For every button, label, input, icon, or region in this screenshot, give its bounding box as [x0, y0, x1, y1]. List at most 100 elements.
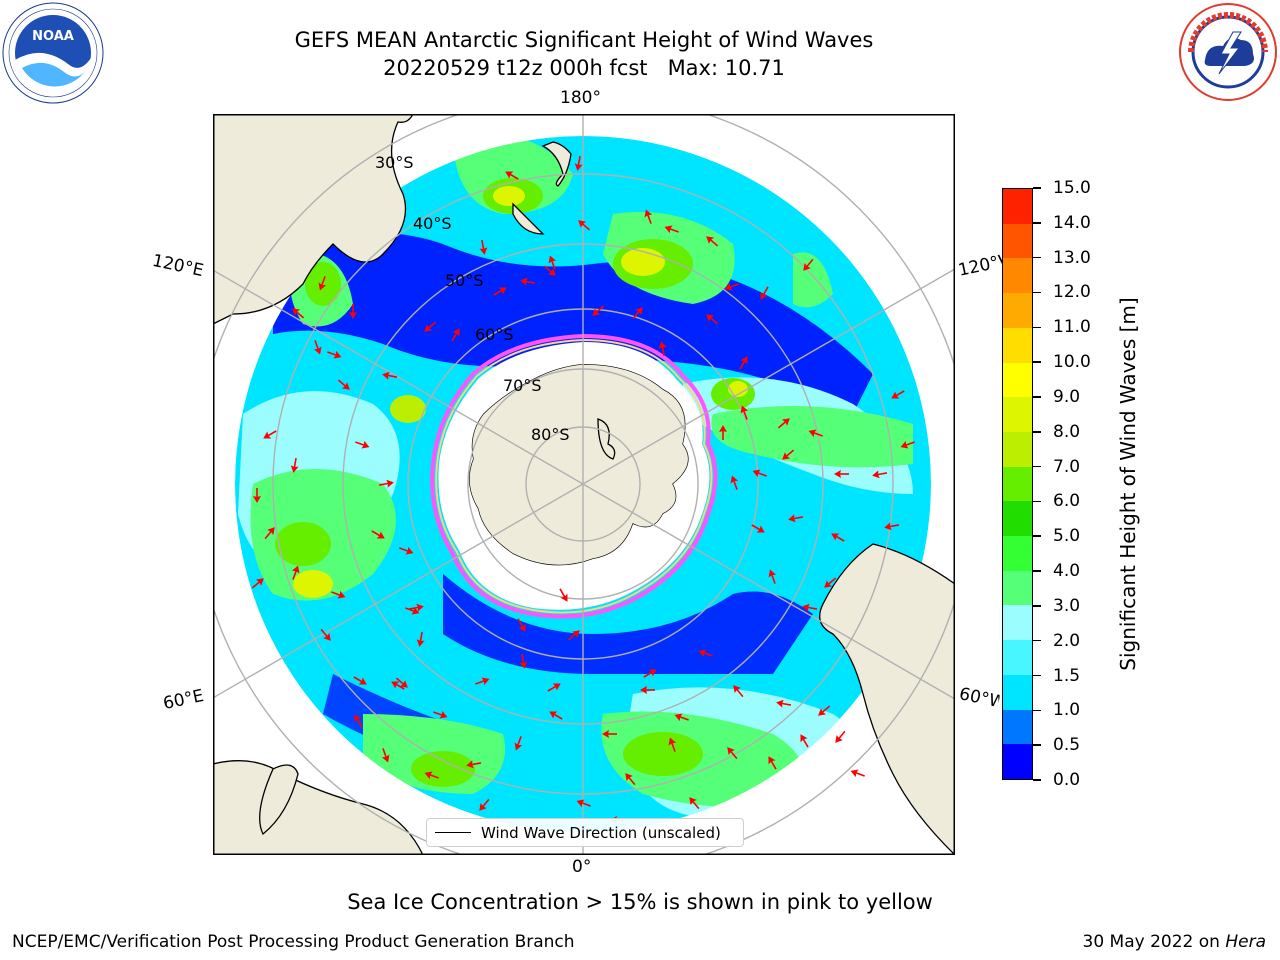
wave-arrow	[349, 304, 357, 319]
wave-arrow	[900, 440, 915, 449]
credit-line: NCEP/EMC/Verification Post Processing Pr…	[12, 932, 575, 952]
wave-arrow	[264, 527, 275, 540]
wave-arrow	[505, 171, 519, 180]
colorbar-bin-6	[1003, 536, 1032, 571]
wave-arrow	[835, 730, 846, 743]
colorbar-bin-1	[1003, 709, 1032, 745]
colorbar-tick-mark	[1033, 465, 1041, 468]
wave-arrow	[451, 328, 460, 342]
wave-arrow	[320, 628, 331, 641]
wave-arrow	[395, 677, 408, 688]
wave-arrow	[824, 577, 837, 588]
colorbar-bin-16	[1003, 189, 1032, 224]
wave-arrow	[559, 588, 568, 602]
wave-arrow	[818, 705, 831, 716]
legend-line-sample	[435, 831, 471, 834]
wave-arrow	[567, 630, 580, 641]
colorbar-bin-3	[1003, 640, 1032, 675]
colorbar-tick-label: 11.0	[1053, 317, 1091, 338]
colorbar-tick-mark	[1033, 326, 1041, 329]
wave-arrow	[658, 341, 667, 357]
colorbar-tick-label: 9.0	[1053, 386, 1081, 407]
wave-arrow	[674, 713, 689, 722]
wave-arrow	[578, 220, 591, 231]
colorbar-tick-label: 0.5	[1053, 735, 1081, 756]
wave-arrow	[399, 546, 414, 555]
lon-label-60e: 60°E	[161, 685, 206, 715]
wave-arrow	[740, 405, 749, 420]
wave-arrow	[752, 469, 767, 478]
wave-arrow	[517, 618, 526, 632]
wave-arrow	[625, 773, 636, 786]
colorbar-tick-label: 2.0	[1053, 630, 1081, 651]
wave-arrow	[416, 631, 425, 647]
colorbar-tick-mark	[1033, 674, 1041, 677]
wave-arrow	[405, 606, 420, 615]
wave-arrow	[424, 771, 439, 780]
colorbar-bin-5	[1003, 570, 1032, 606]
sea-ice	[430, 333, 718, 619]
wave-arrow	[724, 282, 739, 291]
colorbar-tick-mark	[1033, 500, 1041, 503]
map-legend: Wind Wave Direction (unscaled)	[426, 818, 744, 847]
colorbar-bin-11	[1003, 362, 1032, 398]
colorbar-tick-label: 8.0	[1053, 421, 1081, 442]
wave-arrow	[479, 798, 490, 811]
wave-arrow	[292, 308, 305, 319]
colorbar-tick-label: 10.0	[1053, 352, 1091, 373]
colorbar-tick-mark	[1033, 535, 1041, 537]
wave-arrow	[800, 734, 809, 748]
wave-arrow	[424, 321, 437, 332]
colorbar-tick-label: 4.0	[1053, 561, 1081, 582]
colorbar-tick-mark	[1033, 709, 1041, 712]
sea-ice-note: Sea Ice Concentration > 15% is shown in …	[347, 890, 933, 914]
wave-arrow	[291, 565, 300, 580]
lat-label-40s: 40°S	[413, 214, 452, 233]
lon-label-120e: 120°E	[150, 250, 206, 282]
wave-arrow	[872, 470, 888, 479]
colorbar-tick-mark	[1033, 570, 1041, 572]
wave-arrow	[337, 379, 350, 390]
wave-arrow	[253, 488, 261, 503]
wave-arrow	[727, 747, 738, 760]
wave-arrow	[519, 653, 528, 669]
wave-arrow	[391, 681, 405, 690]
colorbar-tick-mark	[1033, 291, 1041, 294]
wave-arrow	[788, 514, 804, 523]
colorbar-tick-mark	[1033, 639, 1041, 642]
colorbar-tick-mark	[1033, 256, 1041, 259]
wave-arrow	[850, 769, 865, 778]
colorbar-tick-mark	[1033, 187, 1041, 189]
wave-arrow	[602, 730, 617, 738]
colorbar-bin-10	[1003, 397, 1032, 432]
colorbar-bin-12	[1003, 327, 1032, 363]
legend-label: Wind Wave Direction (unscaled)	[481, 823, 721, 842]
wave-arrow	[547, 683, 561, 692]
date-line: 30 May 2022 on Hera	[1083, 932, 1267, 952]
wave-arrow	[331, 590, 346, 599]
wave-arrow	[730, 475, 739, 490]
colorbar-bin-13	[1003, 293, 1032, 328]
colorbar-bin-15	[1003, 223, 1032, 259]
wave-arrow	[543, 265, 556, 276]
wave-arrow	[891, 390, 905, 399]
wave-arrow	[327, 350, 342, 359]
wave-arrow	[698, 649, 713, 658]
wave-arrow	[664, 225, 679, 234]
lat-label-80s: 80°S	[531, 425, 570, 444]
colorbar-tick-label: 6.0	[1053, 491, 1081, 512]
wave-arrow	[776, 699, 792, 708]
colorbar	[1002, 188, 1033, 780]
colorbar-tick-label: 0.0	[1053, 770, 1081, 790]
wave-arrow	[782, 449, 795, 460]
colorbar-tick-label: 3.0	[1053, 595, 1081, 616]
lat-label-50s: 50°S	[445, 271, 484, 290]
wave-arrow	[884, 522, 900, 531]
wave-arrow	[668, 737, 677, 752]
wave-arrow	[760, 286, 769, 300]
colorbar-tick-label: 14.0	[1053, 212, 1091, 233]
colorbar-tick-mark	[1033, 361, 1041, 363]
wave-arrow	[640, 686, 655, 694]
colorbar-bin-8	[1003, 466, 1032, 502]
lat-label-70s: 70°S	[503, 376, 542, 395]
